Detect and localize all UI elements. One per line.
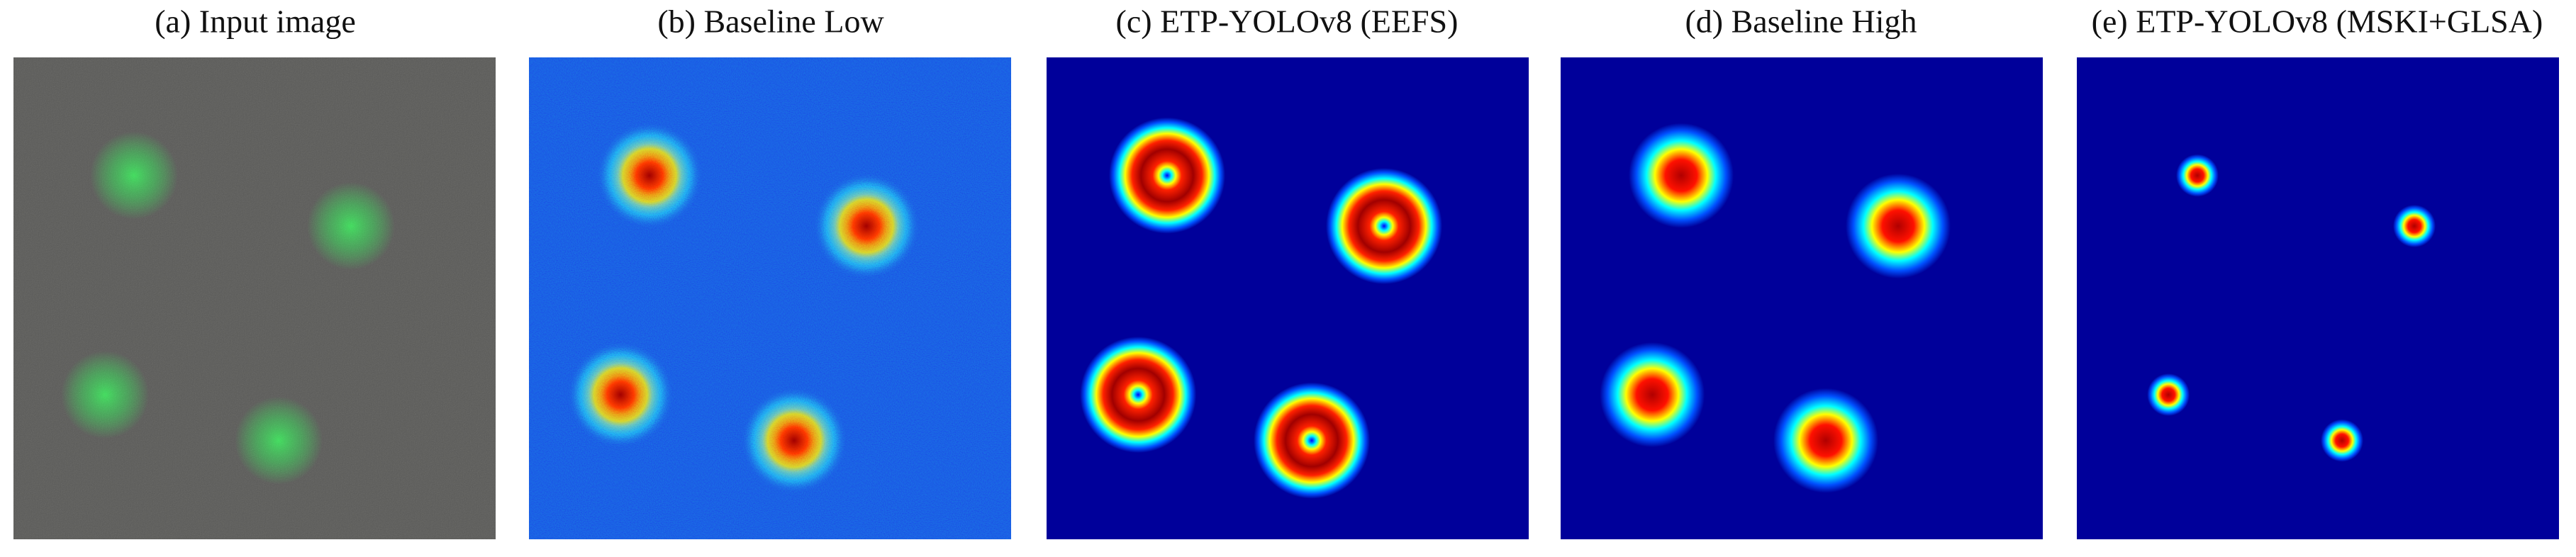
caption: (c) ETP-YOLOv8 (EEFS)	[1116, 4, 1459, 40]
panel-image	[2077, 57, 2559, 539]
caption: (b) Baseline Low	[657, 4, 884, 40]
spot	[1846, 174, 1951, 278]
caption: (d) Baseline High	[1685, 4, 1917, 40]
spot	[1080, 337, 1197, 453]
caption: (e) ETP-YOLOv8 (MSKI+GLSA)	[2092, 4, 2543, 40]
spot	[1109, 117, 1225, 234]
panel-background	[2077, 57, 2559, 539]
spot	[1773, 388, 1878, 493]
panel-image	[1561, 57, 2043, 539]
spot	[2321, 419, 2363, 462]
caption: (a) Input image	[155, 4, 356, 40]
noise	[529, 57, 1011, 539]
spot	[1629, 123, 1734, 228]
noise	[13, 57, 496, 539]
panel-image	[13, 57, 496, 539]
spot	[2393, 205, 2436, 247]
spot	[1254, 382, 1370, 499]
panel-image	[529, 57, 1011, 539]
spot	[2176, 154, 2219, 197]
panel-image	[1047, 57, 1529, 539]
spot	[1326, 168, 1442, 284]
spot	[1600, 342, 1705, 447]
spot	[2147, 373, 2190, 416]
